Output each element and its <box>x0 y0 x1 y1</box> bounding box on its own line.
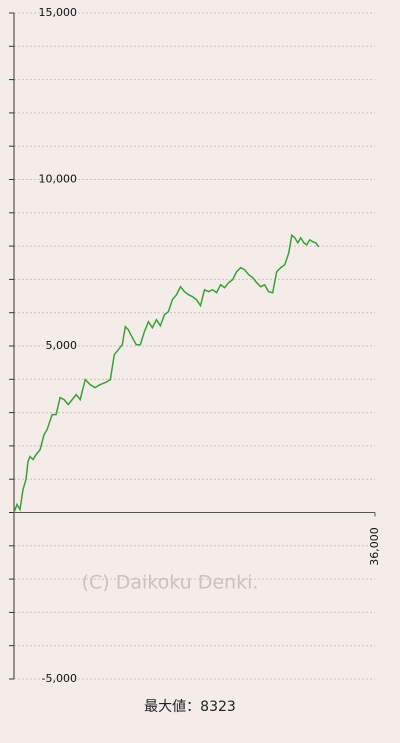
data-line <box>13 233 320 513</box>
y-tick-label: 5,000 <box>46 339 78 352</box>
y-tick-label: 15,000 <box>39 6 78 19</box>
watermark: (C) Daikoku Denki. <box>82 572 259 594</box>
x-tick-label: 36,000 <box>368 527 381 566</box>
y-tick-label: 10,000 <box>39 173 78 186</box>
y-tick-label: -5,000 <box>42 672 77 685</box>
footer: 最大値：8323 <box>144 699 236 715</box>
